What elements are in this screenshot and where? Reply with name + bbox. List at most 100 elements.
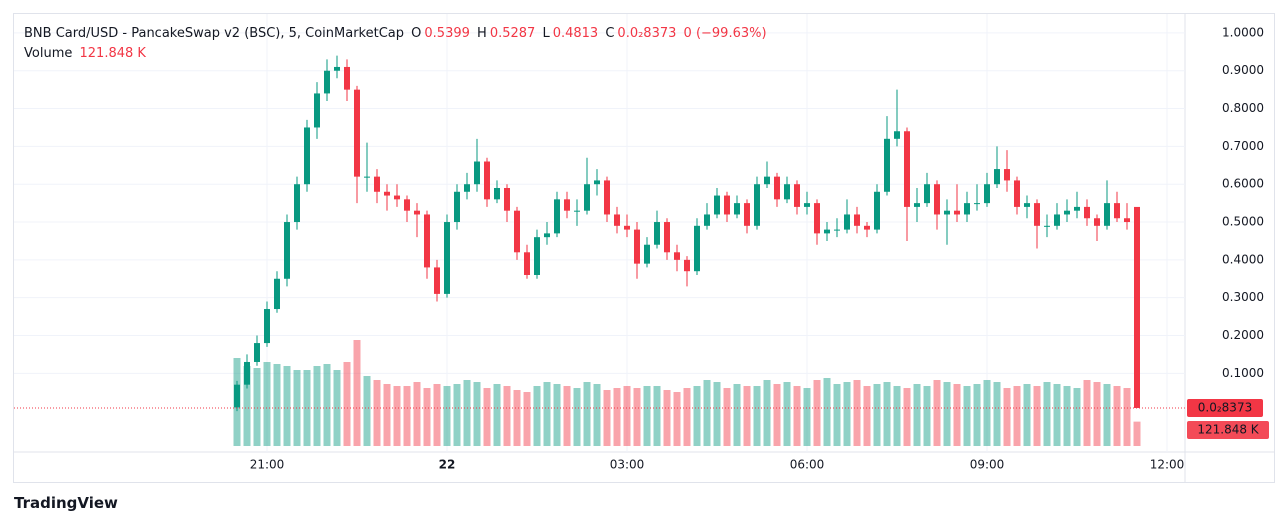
candle-body (484, 161, 490, 200)
candle-body (444, 222, 450, 294)
volume-bar (513, 390, 521, 446)
candle-body (984, 184, 990, 204)
candle-body (994, 169, 1000, 185)
volume-bar (653, 386, 661, 446)
volume-bar (853, 380, 861, 446)
volume-bar (1093, 382, 1101, 446)
volume-bar (323, 364, 331, 446)
candle-body (404, 199, 410, 211)
volume-row: Volume 121.848 K (24, 44, 770, 64)
volume-bar (933, 380, 941, 446)
volume-bar (633, 388, 641, 446)
volume-bar (383, 384, 391, 446)
candle-body (824, 229, 830, 234)
candle-body (454, 191, 460, 223)
candle-body (1134, 206, 1140, 408)
x-tick-label: 22 (439, 458, 456, 472)
volume-bar (893, 386, 901, 446)
volume-bar (333, 370, 341, 446)
volume-bar (1043, 382, 1051, 446)
volume-bar (1103, 384, 1111, 446)
volume-bar (413, 382, 421, 446)
y-tick-label: 0.1000 (1222, 366, 1264, 380)
volume-bar (753, 386, 761, 446)
x-tick-label: 06:00 (790, 458, 825, 472)
volume-bar (1023, 384, 1031, 446)
candle-body (754, 184, 760, 226)
candle-body (894, 131, 900, 139)
candle-body (974, 203, 980, 205)
volume-bar (793, 386, 801, 446)
y-tick-label: 0.8000 (1222, 101, 1264, 115)
candle-body (804, 203, 810, 207)
candle-body (684, 259, 690, 272)
last-volume-box (1187, 420, 1269, 439)
candle-body (794, 184, 800, 207)
candle-body (664, 222, 670, 253)
volume-bar (733, 384, 741, 446)
volume-bar (923, 386, 931, 446)
candle-body (784, 184, 790, 200)
candle-body (1114, 203, 1120, 219)
candle-body (1124, 218, 1130, 223)
legend-row: BNB Card/USD - PancakeSwap v2 (BSC), 5, … (24, 24, 770, 44)
candle-body (624, 225, 630, 230)
volume-bar (593, 384, 601, 446)
candle-body (814, 203, 820, 234)
candle-body (504, 187, 510, 211)
volume-bar (723, 388, 731, 446)
volume-bar (483, 388, 491, 446)
volume-bar (1113, 386, 1121, 446)
o-label: O (411, 26, 422, 41)
volume-bar (553, 384, 561, 446)
y-tick-label: 0.9000 (1222, 63, 1264, 77)
volume-bar (763, 380, 771, 446)
volume-bar (943, 382, 951, 446)
volume-bar (643, 386, 651, 446)
candle-body (534, 237, 540, 275)
candle-body (1074, 206, 1080, 211)
volume-bar (1133, 421, 1141, 446)
open: 0.5399 (424, 26, 470, 41)
candle-body (304, 127, 310, 185)
volume-bar (613, 388, 621, 446)
candle-body (724, 195, 730, 215)
volume-bar (463, 380, 471, 446)
candle-body (1044, 225, 1050, 227)
volume-bar (453, 384, 461, 446)
volume-bar (623, 386, 631, 446)
volume-bar (973, 384, 981, 446)
grid (14, 14, 1185, 452)
candle-body (574, 210, 580, 212)
y-tick-label: 0.3000 (1222, 290, 1264, 304)
volume-bar (693, 386, 701, 446)
candle-body (524, 252, 530, 275)
y-tick-label: 0.2000 (1222, 328, 1264, 342)
volume-bar (393, 386, 401, 446)
candle-body (924, 184, 930, 204)
candle-body (244, 361, 250, 385)
volume-bar (313, 366, 321, 446)
volume-bar (523, 392, 531, 446)
volume-bar (363, 376, 371, 446)
candle-body (434, 267, 440, 294)
volume-bar (493, 384, 501, 446)
volume-bar (533, 386, 541, 446)
volume-bar (843, 382, 851, 446)
candle-body (644, 244, 650, 264)
volume-value: 121.848 K (79, 46, 146, 61)
candle-body (964, 203, 970, 215)
volume-bar (293, 370, 301, 446)
volume-bar (1003, 388, 1011, 446)
volume-bar (1063, 386, 1071, 446)
legend: BNB Card/USD - PancakeSwap v2 (BSC), 5, … (24, 24, 770, 64)
candle-body (704, 214, 710, 226)
y-tick-label: 0.6000 (1222, 177, 1264, 191)
volume-bar (833, 384, 841, 446)
volume-bar (993, 382, 1001, 446)
candle-body (1084, 206, 1090, 219)
c-label: C (605, 26, 615, 41)
volume-bar (1033, 386, 1041, 446)
candle-body (1004, 169, 1010, 181)
